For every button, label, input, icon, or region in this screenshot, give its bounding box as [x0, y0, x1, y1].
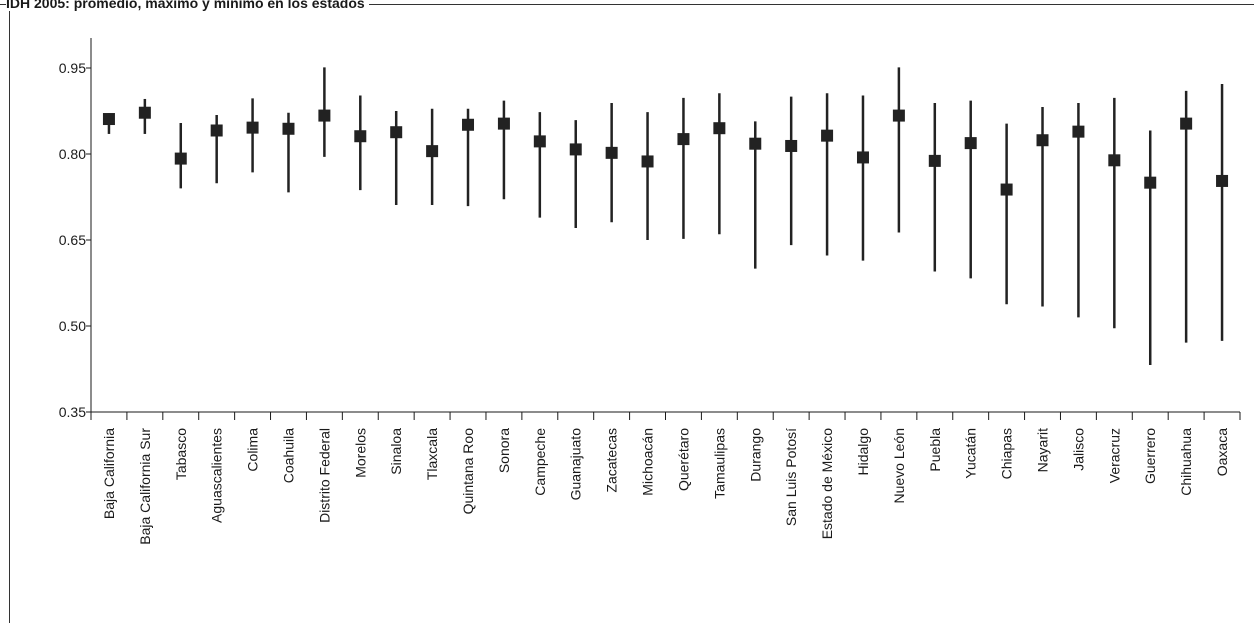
x-category-label: Campeche [532, 428, 548, 496]
x-category-label: Coahuila [280, 428, 296, 483]
x-category-label: Durango [747, 428, 763, 482]
x-category-label: Guerrero [1142, 428, 1158, 484]
x-category-label: Tlaxcala [424, 428, 440, 480]
avg-marker [1072, 125, 1085, 138]
avg-marker [1216, 174, 1229, 187]
y-tick-label: 0.65 [59, 232, 86, 248]
x-category-label: Chihuahua [1178, 428, 1194, 496]
x-category-label: Veracruz [1106, 428, 1122, 483]
y-tick-label: 0.35 [59, 404, 86, 420]
avg-marker [1108, 154, 1121, 167]
x-category-label: Puebla [927, 428, 943, 472]
avg-marker [1180, 117, 1193, 130]
avg-marker [246, 121, 259, 134]
y-tick-label: 0.80 [59, 146, 86, 162]
x-category-label: Colima [245, 428, 261, 472]
avg-marker [569, 143, 582, 156]
x-category-label: Morelos [352, 428, 368, 478]
avg-marker [282, 122, 295, 135]
avg-marker [1000, 183, 1013, 196]
x-category-label: Jalisco [1070, 428, 1086, 471]
x-category-label: Sonora [496, 428, 512, 473]
x-category-label: Guanajuato [568, 428, 584, 501]
x-category-label: Quintana Roo [460, 428, 476, 515]
avg-marker [426, 145, 439, 158]
x-category-label: Chiapas [999, 428, 1015, 479]
avg-marker [497, 117, 510, 130]
avg-marker [785, 139, 798, 152]
avg-marker [892, 109, 905, 122]
chart-title: IDH 2005: promedio, máximo y mínimo en l… [6, 0, 369, 11]
avg-marker [138, 106, 151, 119]
x-category-label: Estado de México [819, 428, 835, 539]
avg-marker [856, 151, 869, 164]
frame-left-rule [9, 4, 10, 623]
x-category-label: Baja California [101, 428, 117, 519]
x-category-label: Querétaro [675, 428, 691, 491]
avg-marker [1144, 176, 1157, 189]
y-tick-label: 0.95 [59, 60, 86, 76]
avg-marker [928, 154, 941, 167]
x-category-label: Yucatán [963, 428, 979, 479]
x-category-label: Nuevo León [891, 428, 907, 504]
x-category-label: Zacatecas [604, 428, 620, 493]
x-category-label: Michoacán [640, 428, 656, 496]
x-category-label: Tabasco [173, 428, 189, 480]
avg-marker [462, 118, 475, 131]
x-category-label: Oaxaca [1214, 428, 1230, 476]
avg-marker [749, 137, 762, 150]
avg-marker [210, 124, 223, 137]
avg-marker [713, 122, 726, 135]
x-category-label: Distrito Federal [316, 428, 332, 523]
title-rule [0, 4, 1254, 5]
avg-marker [677, 133, 690, 146]
avg-marker [605, 146, 618, 159]
avg-marker [318, 109, 331, 122]
avg-marker [964, 137, 977, 150]
x-category-label: San Luis Potosí [783, 428, 799, 526]
avg-marker [821, 129, 834, 142]
y-tick-label: 0.50 [59, 318, 86, 334]
avg-marker [174, 152, 187, 165]
x-category-label: Hidalgo [855, 428, 871, 476]
avg-marker [1036, 134, 1049, 147]
x-category-label: Baja California Sur [137, 428, 153, 545]
x-category-label: Sinaloa [388, 428, 404, 475]
avg-marker [354, 130, 367, 143]
avg-marker [102, 113, 115, 126]
avg-marker [390, 126, 403, 139]
avg-marker [533, 135, 546, 148]
x-category-label: Nayarit [1035, 428, 1051, 472]
avg-marker [641, 155, 654, 168]
x-category-label: Tamaulipas [711, 428, 727, 499]
x-category-label: Aguascalientes [209, 428, 225, 523]
